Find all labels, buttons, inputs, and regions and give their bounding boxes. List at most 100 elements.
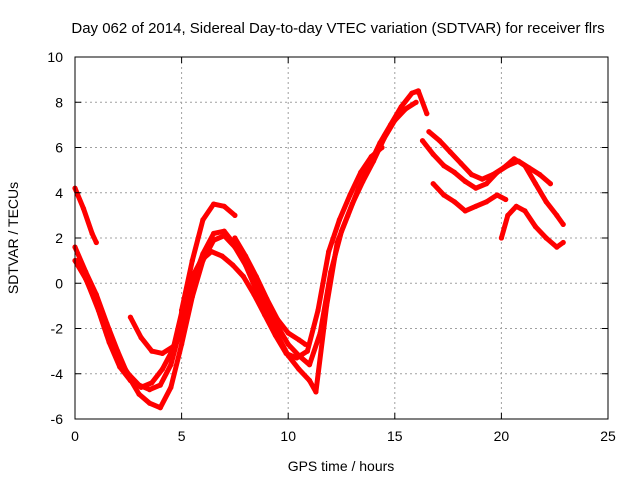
x-axis-label: GPS time / hours (288, 458, 395, 474)
data-point (262, 312, 268, 318)
y-axis-label: SDTVAR / TECUs (5, 182, 21, 294)
data-point (426, 129, 432, 135)
data-series (72, 88, 566, 411)
data-point (498, 235, 504, 241)
data-point (170, 344, 176, 350)
x-tick-label: 25 (600, 428, 616, 444)
data-point (208, 249, 214, 255)
data-point (402, 106, 409, 112)
data-point (168, 362, 174, 368)
data-point (560, 221, 566, 227)
data-point (424, 111, 430, 117)
data-point (494, 169, 500, 175)
data-point (513, 203, 519, 209)
data-point (168, 384, 174, 390)
x-tick-label: 10 (280, 428, 296, 444)
data-point (505, 212, 511, 218)
data-point (85, 280, 91, 286)
x-tick-label: 20 (494, 428, 510, 444)
data-point (451, 169, 458, 175)
x-tick-label: 0 (71, 428, 79, 444)
data-point (127, 377, 133, 384)
data-point (313, 389, 319, 395)
data-point (149, 380, 155, 386)
data-point (179, 332, 185, 338)
data-point (294, 355, 300, 361)
y-tick-label: 6 (55, 140, 63, 156)
data-point (483, 181, 490, 187)
data-point (505, 163, 511, 169)
data-point (211, 230, 217, 237)
data-point (368, 154, 374, 160)
data-point (138, 335, 144, 341)
data-point (462, 178, 468, 184)
y-tick-label: 4 (55, 185, 63, 201)
data-point (189, 258, 195, 264)
y-tick-label: -6 (51, 411, 64, 427)
data-point (522, 208, 528, 214)
data-point (304, 348, 310, 354)
series-line-track-2 (72, 88, 430, 411)
data-point (272, 332, 278, 338)
data-point (147, 400, 153, 406)
axis-ticks: 0 5 10 15 20 25 -6 -4 -2 0 2 4 6 8 10 (47, 49, 616, 444)
data-point (336, 217, 342, 223)
data-point (283, 350, 289, 356)
data-point (296, 366, 302, 372)
data-point (349, 201, 355, 207)
data-point (136, 391, 142, 397)
data-point (74, 258, 80, 264)
data-point (232, 212, 238, 218)
series-line-track-1 (72, 185, 99, 245)
data-point (473, 203, 479, 209)
data-point (532, 224, 539, 230)
data-point (106, 339, 112, 345)
data-point (430, 181, 436, 187)
y-tick-label: -4 (51, 366, 64, 382)
data-point (379, 144, 385, 151)
data-point (306, 377, 313, 384)
data-point (211, 201, 217, 207)
series-line-track-3 (72, 99, 419, 393)
data-point (221, 228, 227, 234)
data-point (560, 239, 566, 246)
data-point (93, 239, 99, 246)
data-point (358, 169, 364, 175)
y-tick-label: 8 (55, 94, 63, 110)
data-point (381, 135, 387, 141)
data-point (398, 104, 404, 110)
data-point (515, 158, 522, 164)
data-point (462, 208, 468, 214)
y-tick-label: 0 (55, 275, 63, 291)
data-point (232, 235, 238, 241)
data-point (441, 192, 447, 198)
data-point (458, 160, 464, 166)
data-point (451, 199, 458, 205)
data-point (473, 185, 479, 191)
data-point (483, 199, 490, 205)
data-point (219, 253, 225, 259)
data-point (147, 387, 153, 393)
data-point (253, 273, 259, 280)
data-point (447, 149, 453, 155)
series-line-track-4 (74, 145, 385, 390)
data-point (554, 212, 560, 218)
data-point (157, 405, 163, 411)
data-point (149, 348, 155, 354)
data-point (469, 172, 475, 178)
data-point (419, 138, 426, 144)
data-point (198, 258, 204, 264)
x-tick-label: 15 (387, 428, 403, 444)
data-point (306, 362, 313, 368)
data-point (264, 296, 270, 302)
data-point (302, 341, 308, 347)
data-point (437, 138, 443, 144)
data-point (494, 192, 500, 198)
data-point (392, 117, 398, 123)
data-point (415, 88, 421, 94)
data-point (526, 165, 532, 171)
data-point (251, 292, 257, 298)
data-point (537, 172, 543, 178)
data-point (179, 341, 185, 347)
